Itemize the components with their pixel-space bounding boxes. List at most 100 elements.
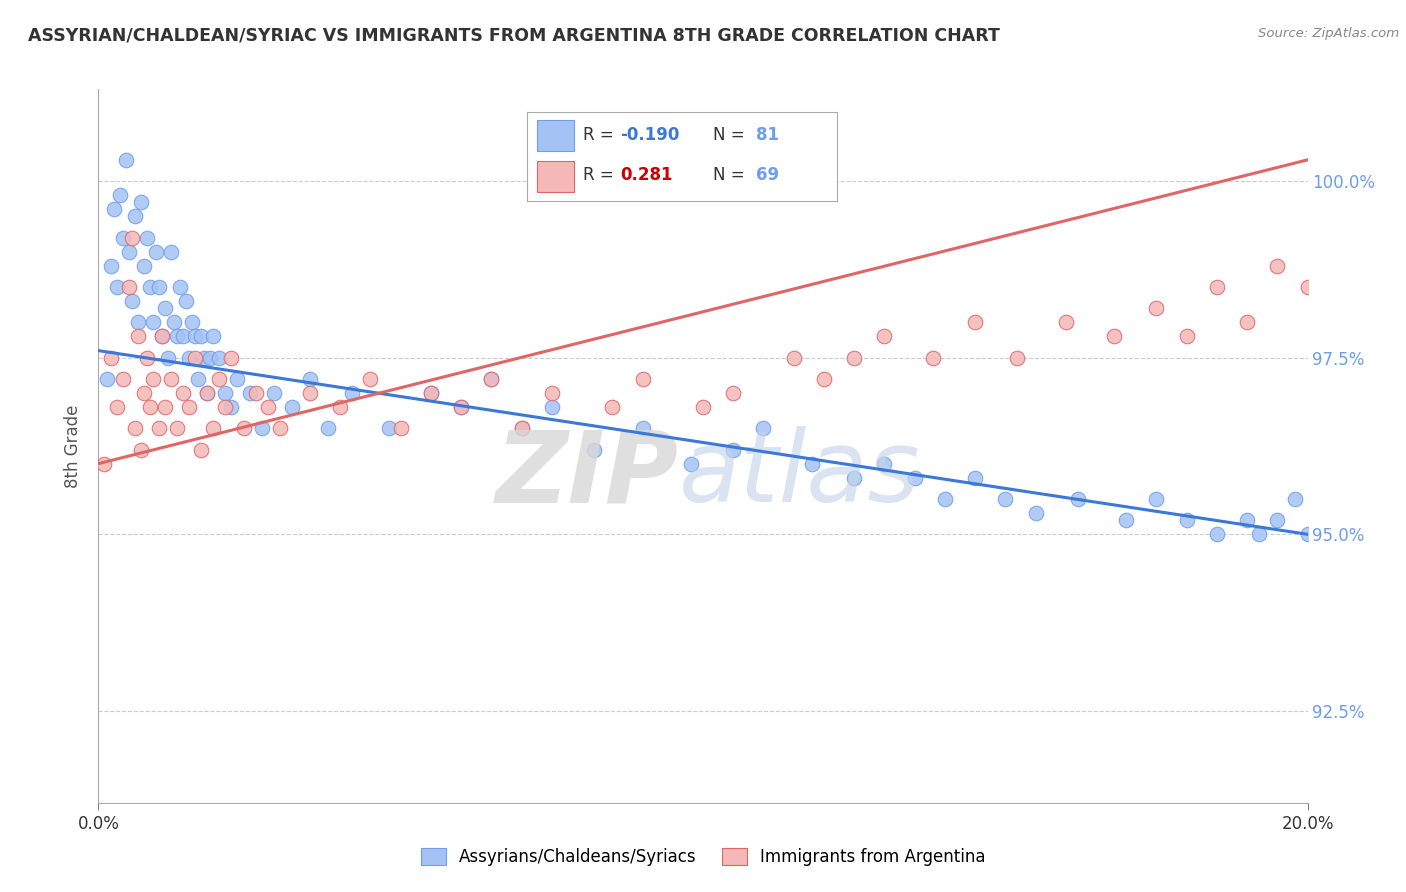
Point [389,421,412,435]
Point [342,386,364,401]
Point [172,329,194,343]
Point [299,386,322,401]
Point [1236,315,1258,329]
Point [263,386,285,401]
Point [450,400,472,414]
Point [174,294,197,309]
Point [111,372,134,386]
Point [179,400,201,414]
Point [132,259,155,273]
Point [145,244,167,259]
Point [1054,315,1077,329]
Point [172,386,194,401]
Point [723,386,745,401]
Point [420,386,443,401]
Point [132,386,155,401]
Point [108,188,131,202]
Text: R =: R = [583,126,619,145]
Point [142,372,165,386]
Point [221,351,243,365]
Point [127,329,149,343]
Point [139,280,162,294]
Point [844,351,866,365]
Point [1146,491,1168,506]
Point [921,351,943,365]
Point [1175,329,1198,343]
Point [245,386,267,401]
Point [118,244,141,259]
Point [135,230,157,244]
Point [226,372,249,386]
Point [250,421,273,435]
Point [111,230,134,244]
Point [208,351,231,365]
Bar [537,161,574,192]
Point [1007,351,1029,365]
Point [160,244,183,259]
Point [166,421,188,435]
Point [148,421,170,435]
Point [904,471,927,485]
Text: R =: R = [583,166,619,184]
Point [723,442,745,457]
Point [1267,259,1289,273]
Point [214,386,236,401]
Point [965,471,987,485]
Point [510,421,533,435]
Point [135,351,157,365]
Point [190,329,212,343]
Point [184,351,207,365]
Point [193,351,215,365]
Point [148,280,170,294]
Point [1024,506,1046,520]
Text: ZIP: ZIP [496,426,679,523]
Point [256,400,278,414]
Point [1146,301,1168,316]
Point [420,386,443,401]
Point [93,457,115,471]
Point [153,400,176,414]
Point [160,372,183,386]
Point [169,280,191,294]
Point [1206,527,1229,541]
Point [100,351,122,365]
Point [105,400,128,414]
Text: ASSYRIAN/CHALDEAN/SYRIAC VS IMMIGRANTS FROM ARGENTINA 8TH GRADE CORRELATION CHAR: ASSYRIAN/CHALDEAN/SYRIAC VS IMMIGRANTS F… [28,27,1000,45]
Text: N =: N = [713,126,749,145]
Point [800,457,823,471]
Point [994,491,1017,506]
Point [873,457,896,471]
Point [1249,527,1271,541]
Point [232,421,254,435]
Point [541,400,564,414]
Point [1267,513,1289,527]
Point [1067,491,1090,506]
Point [965,315,987,329]
Text: -0.190: -0.190 [620,126,679,145]
Point [202,421,225,435]
Point [1236,513,1258,527]
Point [541,386,564,401]
Point [181,315,204,329]
Point [121,230,143,244]
Point [163,315,186,329]
Point [118,280,141,294]
Point [184,329,207,343]
Point [1284,491,1306,506]
Legend: Assyrians/Chaldeans/Syriacs, Immigrants from Argentina: Assyrians/Chaldeans/Syriacs, Immigrants … [413,841,993,873]
Point [377,421,399,435]
Point [96,372,118,386]
Point [121,294,143,309]
Text: 69: 69 [756,166,779,184]
Point [1296,280,1319,294]
Text: atlas: atlas [679,426,921,523]
Point [692,400,714,414]
Point [105,280,128,294]
Point [100,259,122,273]
Point [239,386,262,401]
Point [156,351,179,365]
Point [200,351,222,365]
Point [1102,329,1125,343]
Point [202,329,225,343]
Point [510,421,533,435]
